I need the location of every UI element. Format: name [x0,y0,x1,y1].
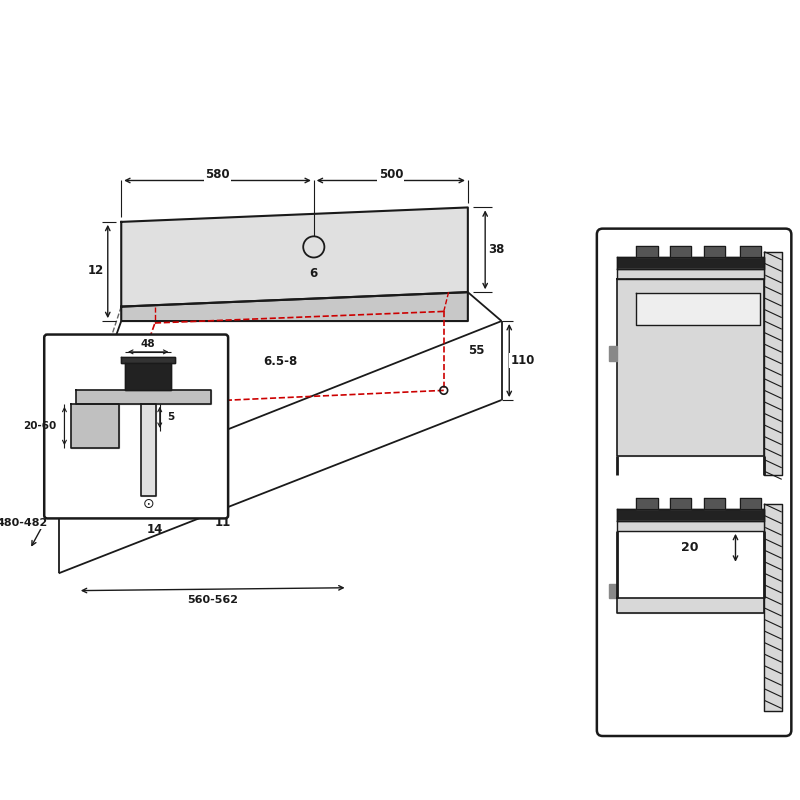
Polygon shape [610,346,617,361]
Polygon shape [610,584,617,598]
Text: 580: 580 [206,168,230,182]
Polygon shape [141,404,156,496]
Text: 110: 110 [510,354,535,367]
Polygon shape [71,404,119,448]
Polygon shape [76,390,210,404]
Text: 5: 5 [167,412,174,422]
Text: 11: 11 [214,516,230,529]
Text: 48: 48 [141,339,155,349]
Text: 14: 14 [146,523,163,537]
Text: 480-482: 480-482 [0,518,48,528]
Text: ⊙: ⊙ [142,497,154,511]
Polygon shape [740,498,762,509]
Polygon shape [122,357,175,363]
FancyBboxPatch shape [597,229,791,736]
Text: 6: 6 [310,267,318,280]
Polygon shape [617,269,764,278]
Polygon shape [764,504,782,711]
Polygon shape [617,257,764,269]
Polygon shape [617,522,764,531]
Polygon shape [704,246,725,257]
Text: 55: 55 [468,344,484,358]
Polygon shape [617,509,764,522]
Text: 560-562: 560-562 [187,595,238,606]
Text: 38: 38 [489,243,505,256]
Text: 6.5-8: 6.5-8 [263,355,298,368]
Polygon shape [740,246,762,257]
Polygon shape [122,292,468,321]
Polygon shape [704,498,725,509]
Text: 12: 12 [88,265,104,278]
Text: 20: 20 [682,541,699,554]
Text: 500: 500 [378,168,403,182]
Polygon shape [636,293,759,325]
FancyBboxPatch shape [44,334,228,518]
Polygon shape [636,246,658,257]
Polygon shape [764,252,782,475]
Polygon shape [670,246,691,257]
Polygon shape [617,598,764,613]
Polygon shape [122,207,468,306]
Polygon shape [636,498,658,509]
Polygon shape [617,278,764,456]
Polygon shape [670,498,691,509]
Polygon shape [125,363,171,390]
Text: 20-60: 20-60 [23,421,57,431]
